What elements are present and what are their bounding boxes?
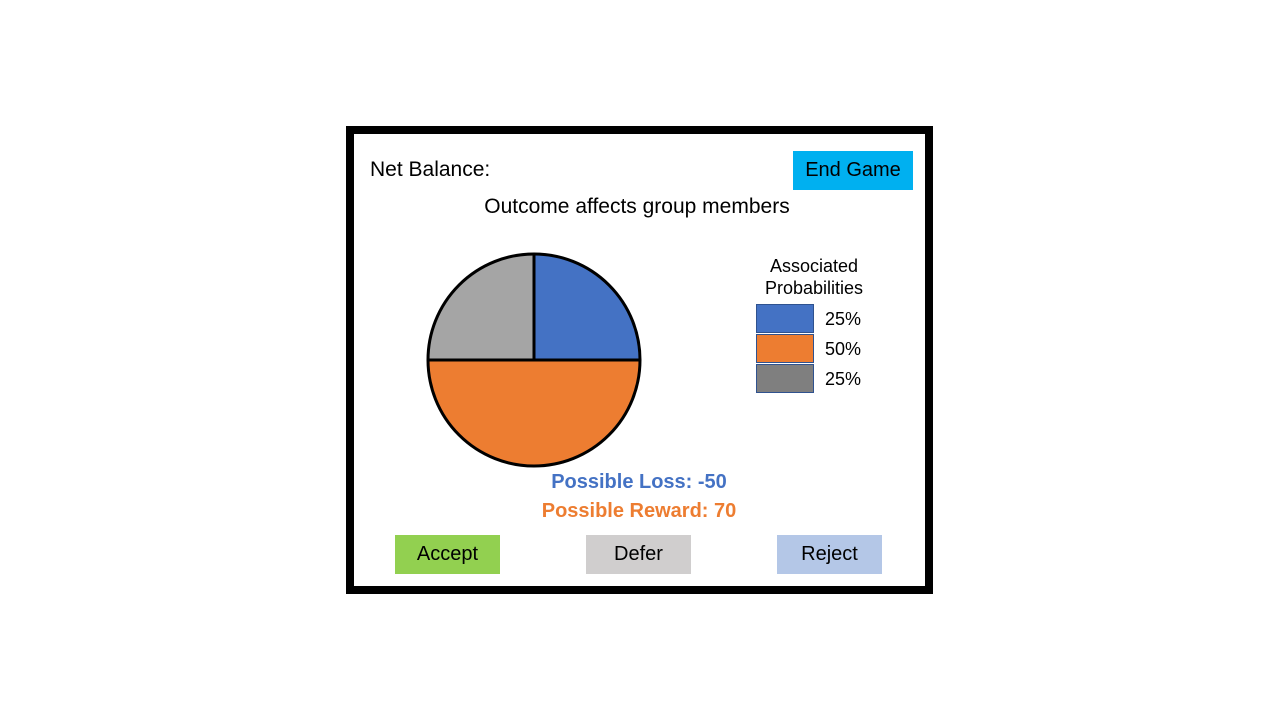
legend-title-line-2: Probabilities: [764, 278, 864, 298]
pie-slice-2: [428, 360, 640, 466]
legend-title: Associated Probabilities: [752, 255, 876, 299]
accept-button[interactable]: Accept: [395, 535, 500, 574]
legend-swatch-gray: [756, 364, 814, 393]
legend-percent-1: 25%: [825, 309, 862, 329]
pie-slice-3: [428, 254, 534, 360]
net-balance-label: Net Balance:: [370, 158, 491, 181]
end-game-label: End Game: [805, 159, 901, 181]
probability-pie-chart: [426, 252, 642, 468]
legend-title-line-1: Associated: [769, 256, 859, 276]
reject-button[interactable]: Reject: [777, 535, 882, 574]
end-game-button[interactable]: End Game: [793, 151, 913, 190]
accept-label: Accept: [416, 543, 479, 565]
defer-button[interactable]: Defer: [586, 535, 691, 574]
defer-label: Defer: [614, 543, 663, 565]
outcome-headline: Outcome affects group members: [484, 195, 790, 218]
possible-reward-label: Possible Reward: 70: [541, 500, 737, 522]
pie-slice-1: [534, 254, 640, 360]
legend-swatch-orange: [756, 334, 814, 363]
legend-percent-3: 25%: [825, 369, 862, 389]
possible-loss-label: Possible Loss: -50: [551, 471, 727, 493]
legend-percent-2: 50%: [825, 339, 862, 359]
reject-label: Reject: [801, 543, 858, 565]
legend-swatch-blue: [756, 304, 814, 333]
pie-outline: [426, 252, 642, 468]
